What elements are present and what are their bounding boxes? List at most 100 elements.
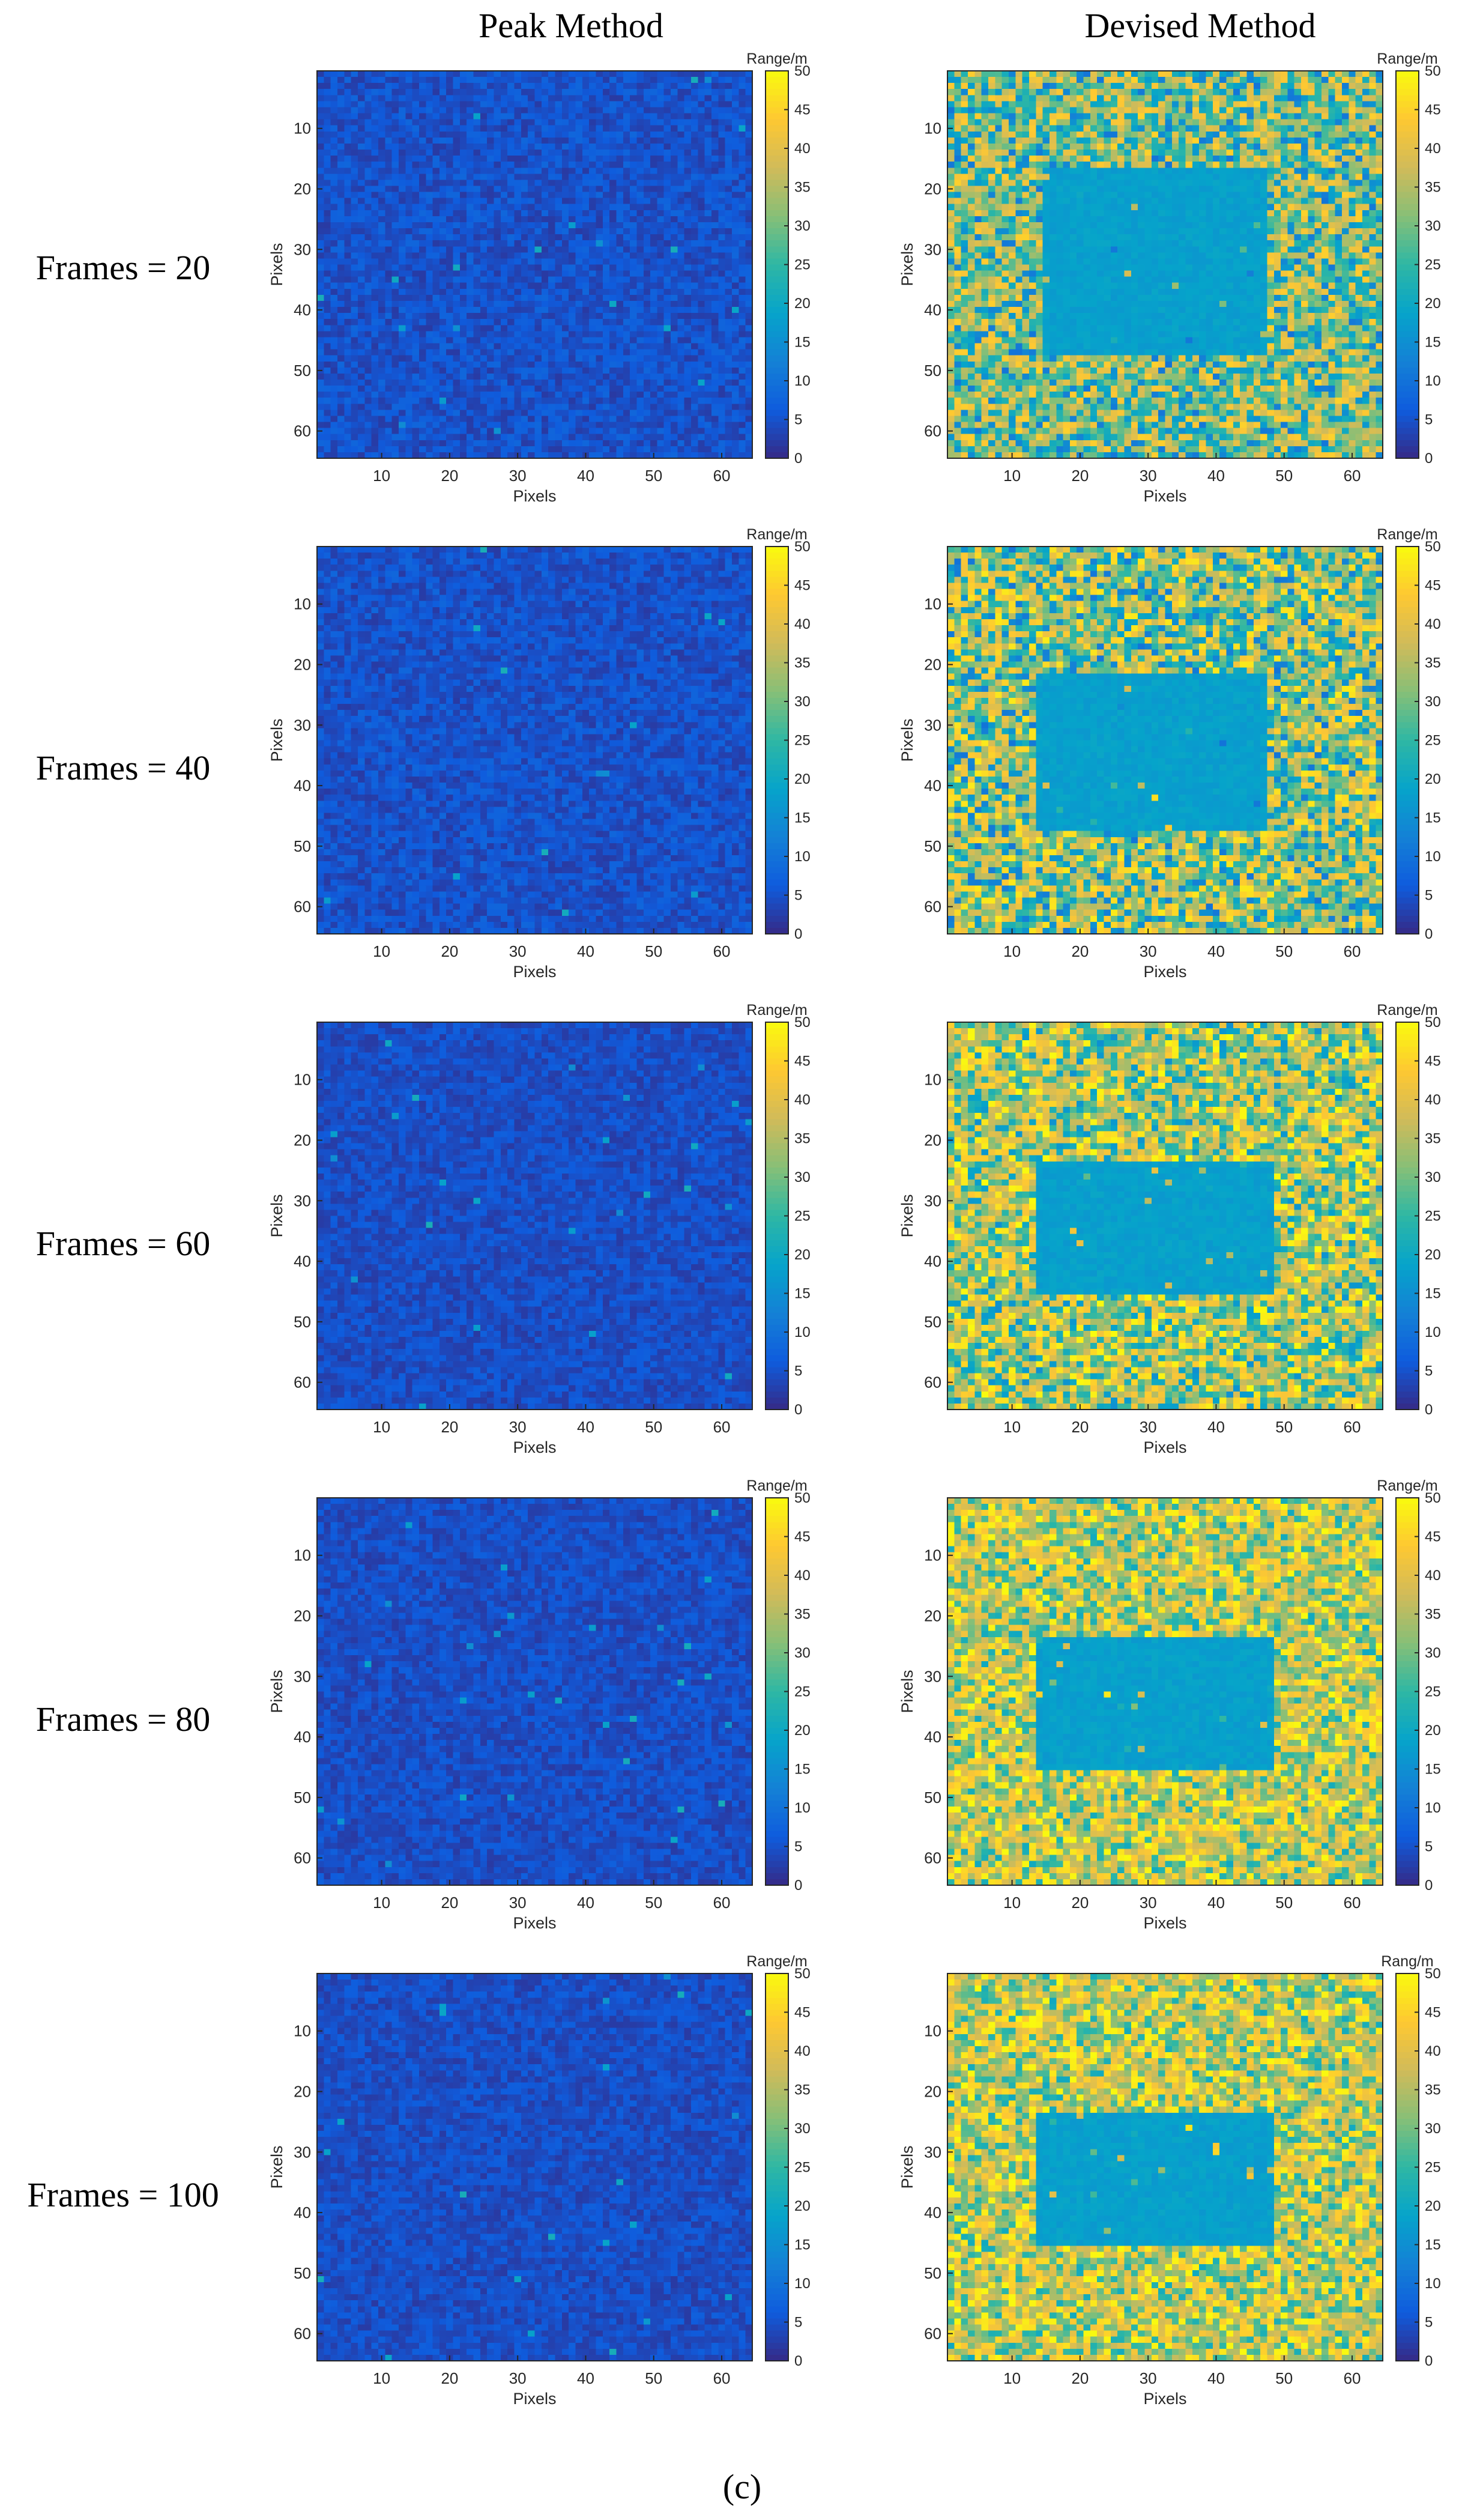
heatmap-cell — [718, 446, 725, 453]
heatmap-cell — [439, 132, 447, 138]
heatmap-cell — [507, 337, 515, 344]
heatmap-cell — [507, 295, 515, 301]
heatmap-cell — [358, 446, 365, 453]
heatmap-cell — [426, 410, 433, 416]
heatmap-cell — [711, 356, 719, 362]
heatmap-cell — [616, 434, 623, 441]
heatmap-cell — [555, 307, 562, 313]
heatmap-cell — [528, 392, 535, 398]
heatmap-cell — [575, 434, 582, 441]
heatmap-cell — [705, 344, 712, 350]
heatmap-cell — [671, 392, 678, 398]
heatmap-cell — [372, 416, 379, 422]
heatmap-cell — [657, 95, 664, 101]
heatmap-cell — [623, 258, 630, 265]
heatmap-cell — [677, 325, 684, 332]
heatmap-cell — [364, 392, 372, 398]
heatmap-cell — [575, 428, 582, 435]
heatmap-cell — [589, 271, 596, 277]
heatmap-cell — [725, 344, 732, 350]
heatmap-cell — [718, 168, 725, 174]
heatmap-cell — [515, 362, 522, 368]
heatmap-cell — [480, 114, 488, 120]
heatmap-cell — [324, 392, 331, 398]
heatmap-cell — [562, 446, 569, 453]
heatmap-cell — [616, 258, 623, 265]
heatmap-cell — [521, 295, 528, 301]
heatmap-cell — [677, 192, 684, 199]
heatmap-cell — [616, 162, 623, 168]
heatmap-cell — [691, 428, 698, 435]
heatmap-cell — [378, 216, 385, 223]
heatmap-cell — [616, 89, 623, 95]
heatmap-cell — [453, 228, 461, 235]
heatmap-cell — [575, 180, 582, 186]
heatmap-cell — [684, 156, 692, 162]
heatmap-cell — [446, 216, 453, 223]
heatmap-cell — [419, 356, 426, 362]
heatmap-cell — [630, 313, 637, 320]
heatmap-cell — [718, 301, 725, 307]
heatmap-cell — [344, 114, 351, 120]
heatmap-cell — [650, 120, 657, 126]
heatmap-cell — [419, 246, 426, 253]
heatmap-cell — [324, 258, 331, 265]
heatmap-cell — [691, 240, 698, 247]
heatmap-cell — [542, 144, 549, 150]
heatmap-cell — [732, 386, 739, 392]
heatmap-cell — [691, 180, 698, 186]
heatmap-cell — [644, 452, 651, 459]
heatmap-cell — [725, 114, 732, 120]
heatmap-cell — [392, 398, 399, 404]
heatmap-cell — [412, 240, 420, 247]
heatmap-cell — [474, 186, 481, 192]
heatmap-cell — [746, 174, 753, 180]
heatmap-cell — [575, 222, 582, 229]
heatmap-cell — [433, 168, 440, 174]
heatmap-cell — [664, 198, 671, 205]
heatmap-cell — [480, 258, 488, 265]
heatmap-cell — [671, 350, 678, 356]
heatmap-cell — [636, 77, 644, 83]
heatmap-cell — [344, 344, 351, 350]
heatmap-cell — [603, 452, 610, 459]
heatmap-cell — [392, 71, 399, 77]
heatmap-cell — [439, 156, 447, 162]
heatmap-cell — [630, 174, 637, 180]
heatmap-cell — [582, 174, 590, 180]
heatmap-cell — [698, 198, 705, 205]
heatmap-cell — [711, 89, 719, 95]
heatmap-cell — [433, 71, 440, 77]
heatmap-cell — [364, 452, 372, 459]
heatmap-cell — [358, 138, 365, 144]
heatmap-cell — [351, 271, 358, 277]
heatmap-cell — [644, 434, 651, 441]
heatmap-cell — [732, 410, 739, 416]
heatmap-cell — [494, 452, 501, 459]
heatmap-cell — [725, 180, 732, 186]
heatmap-cell — [494, 180, 501, 186]
heatmap-cell — [603, 101, 610, 108]
heatmap-cell — [344, 71, 351, 77]
heatmap-cell — [698, 416, 705, 422]
heatmap-cell — [582, 434, 590, 441]
heatmap-cell — [392, 95, 399, 101]
heatmap-cell — [507, 307, 515, 313]
heatmap-cell — [378, 301, 385, 307]
heatmap-cell — [636, 422, 644, 429]
heatmap-cell — [446, 386, 453, 392]
heatmap-cell — [453, 392, 461, 398]
heatmap-cell — [494, 331, 501, 338]
heatmap-cell — [324, 283, 331, 289]
heatmap-cell — [711, 216, 719, 223]
heatmap-cell — [555, 428, 562, 435]
heatmap-cell — [589, 83, 596, 89]
heatmap-cell — [453, 210, 461, 217]
heatmap-cell — [344, 392, 351, 398]
heatmap-cell — [419, 350, 426, 356]
heatmap-cell — [650, 404, 657, 410]
heatmap-cell — [650, 186, 657, 192]
heatmap-cell — [419, 313, 426, 320]
heatmap-cell — [548, 337, 555, 344]
heatmap-cell — [725, 246, 732, 253]
